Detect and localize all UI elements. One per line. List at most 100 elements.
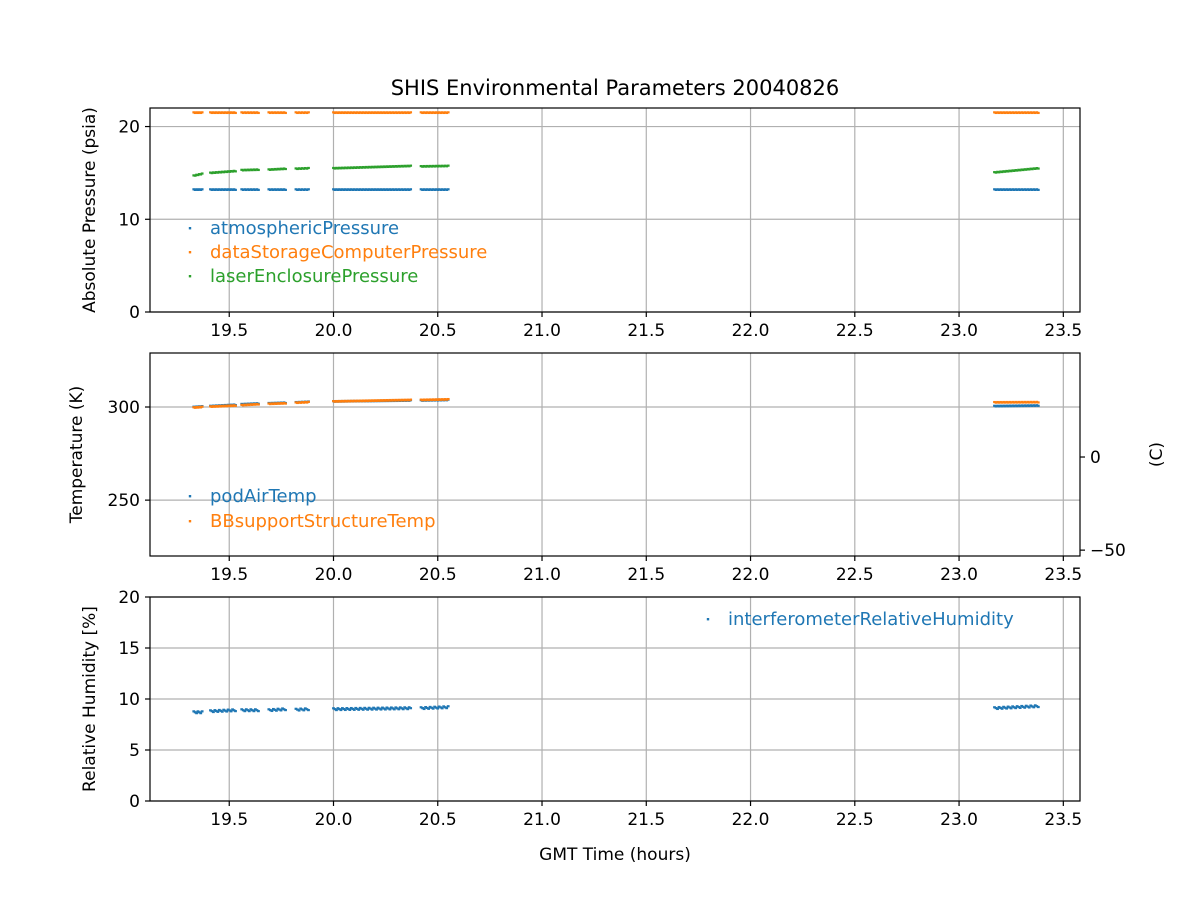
data-point [240, 111, 244, 114]
legend-label: BBsupportStructureTemp [210, 511, 436, 532]
data-point [299, 111, 303, 115]
data-point [279, 111, 283, 114]
data-point [394, 111, 398, 114]
data-point [303, 188, 307, 191]
data-point [231, 188, 234, 191]
data-point [996, 707, 999, 711]
data-point [366, 399, 370, 403]
data-point [366, 708, 370, 711]
data-point [1002, 170, 1005, 173]
data-point [364, 399, 368, 402]
data-point [446, 705, 450, 708]
data-point [220, 170, 224, 173]
data-point [425, 398, 429, 401]
data-point [1003, 405, 1007, 408]
data-point [1017, 705, 1021, 709]
data-point [200, 405, 204, 408]
data-point [427, 398, 431, 402]
data-point [272, 168, 275, 171]
data-point [1012, 111, 1016, 115]
data-point [210, 710, 214, 713]
data-point [229, 169, 233, 173]
data-point [217, 111, 221, 114]
data-point [345, 167, 349, 170]
data-point [217, 708, 221, 712]
data-point [428, 188, 432, 191]
data-point [409, 164, 413, 167]
data-point [226, 170, 230, 173]
data-point [400, 111, 404, 114]
data-point [338, 708, 341, 711]
data-point [345, 400, 349, 403]
data-point [382, 188, 386, 191]
data-point [400, 188, 404, 191]
data-point [397, 164, 401, 168]
data-point [338, 166, 341, 169]
data-point [1023, 404, 1027, 407]
data-point [278, 188, 281, 191]
legend-marker [188, 275, 192, 278]
y-axis-label: Temperature (K) [67, 386, 87, 525]
data-point [375, 166, 378, 169]
data-point [282, 708, 286, 711]
data-point [244, 169, 248, 172]
data-point [305, 111, 309, 115]
data-point [352, 188, 356, 191]
data-point [1005, 707, 1008, 710]
data-point [1026, 400, 1030, 404]
data-point [357, 111, 361, 115]
data-point [436, 707, 440, 710]
data-point [381, 399, 384, 402]
data-point [363, 706, 367, 709]
data-point [222, 708, 226, 711]
data-point [409, 398, 413, 401]
data-point [375, 111, 378, 115]
data-point [439, 706, 443, 709]
data-point [247, 188, 251, 191]
data-point [431, 398, 435, 401]
data-point [407, 111, 411, 115]
data-point [440, 188, 444, 191]
data-point [1026, 404, 1030, 407]
data-point [424, 188, 427, 191]
data-point [333, 400, 337, 403]
data-point [234, 404, 237, 407]
data-point [1006, 170, 1010, 173]
data-point [351, 400, 355, 403]
data-point [253, 403, 257, 406]
data-point [333, 188, 337, 191]
data-point [1030, 404, 1034, 407]
data-point [419, 165, 423, 168]
data-point [339, 188, 343, 191]
data-point [333, 708, 337, 711]
data-point [1018, 111, 1022, 115]
data-point [257, 168, 260, 172]
data-point [386, 707, 390, 710]
data-point [240, 403, 244, 406]
data-point [993, 171, 996, 174]
data-point [389, 165, 393, 168]
data-point [255, 168, 259, 171]
data-point [240, 708, 244, 711]
data-point [1018, 401, 1022, 404]
data-point [250, 403, 254, 406]
data-point [409, 188, 413, 191]
x-tick-label: 22.5 [836, 565, 874, 585]
data-point [355, 399, 359, 402]
data-point [338, 111, 341, 114]
data-point [343, 166, 347, 169]
data-point [425, 111, 429, 114]
data-point [363, 111, 367, 115]
data-point [361, 111, 365, 114]
data-point [1000, 405, 1004, 408]
data-point [360, 400, 364, 403]
data-point [212, 710, 215, 714]
x-tick-label: 22.0 [732, 321, 770, 341]
data-point [243, 188, 247, 191]
data-point [1006, 111, 1010, 115]
data-point [1008, 111, 1012, 114]
data-point [1036, 404, 1040, 407]
data-point [276, 188, 280, 191]
data-point [229, 111, 233, 114]
data-point [389, 399, 393, 402]
